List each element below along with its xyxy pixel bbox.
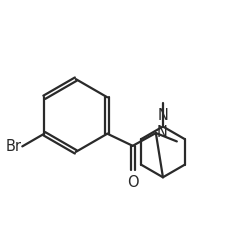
Text: O: O — [127, 175, 139, 190]
Text: N: N — [157, 125, 168, 140]
Text: Br: Br — [5, 139, 21, 154]
Text: N: N — [158, 108, 168, 123]
